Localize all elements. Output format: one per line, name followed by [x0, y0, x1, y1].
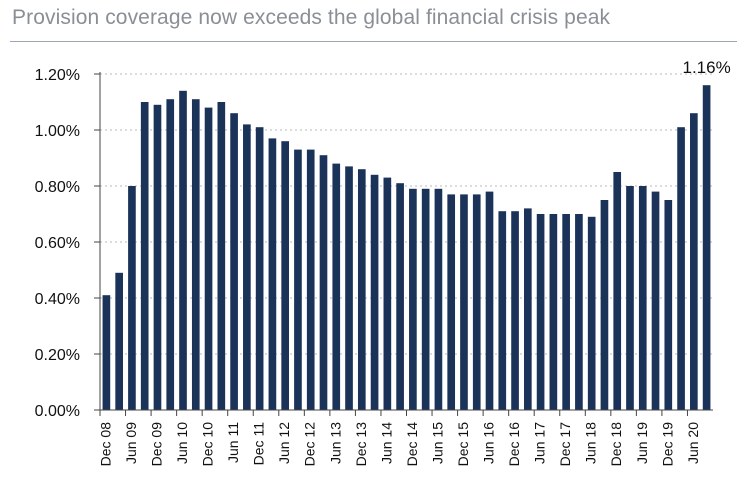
x-tick-label: Jun 15: [429, 422, 445, 464]
bar: [498, 211, 507, 410]
bar: [702, 85, 711, 410]
bar: [255, 127, 264, 410]
bar: [549, 214, 558, 410]
bar: [485, 191, 494, 410]
bar: [166, 99, 175, 410]
x-tick-label: Dec 12: [302, 422, 318, 467]
y-tick-label: 0.60%: [35, 235, 80, 252]
x-tick-label: Jun 17: [532, 422, 548, 464]
bar: [409, 188, 417, 410]
x-tick-label: Dec 10: [200, 422, 216, 467]
last-value-callout: 1.16%: [683, 58, 731, 77]
bar: [511, 211, 519, 410]
x-tick-label: Jun 14: [378, 422, 394, 464]
x-tick-label: Jun 10: [174, 422, 190, 464]
chart-title: Provision coverage now exceeds the globa…: [12, 6, 611, 29]
bar: [651, 191, 660, 410]
bar: [638, 186, 647, 410]
bar: [460, 194, 468, 410]
bar: [600, 200, 609, 410]
y-tick-label: 0.00%: [35, 403, 80, 420]
bar: [115, 272, 123, 410]
x-tick-label: Jun 19: [634, 422, 650, 464]
y-tick-label: 1.20%: [35, 67, 80, 84]
x-tick-label: Dec 19: [659, 422, 675, 467]
y-tick-label: 0.40%: [35, 291, 80, 308]
x-tick-label: Dec 17: [557, 422, 573, 467]
x-tick-label: Jun 13: [327, 422, 343, 464]
bar: [281, 141, 290, 410]
y-tick-labels: 0.00% 0.20% 0.40% 0.60% 0.80% 1.00% 1.20%: [35, 67, 100, 420]
x-tick-label: Jun 12: [276, 422, 292, 464]
bar: [230, 113, 238, 410]
x-tick-labels: Dec 08 Jun 09 Dec 09 Jun 10 Dec 10 Jun 11 Dec …: [97, 410, 701, 467]
x-tick-label: Dec 11: [251, 422, 267, 466]
bar: [357, 169, 366, 410]
x-tick-label: Jun 09: [123, 422, 139, 464]
bar: [332, 163, 341, 410]
x-tick-label: Jun 11: [225, 422, 241, 463]
x-tick-label: Dec 13: [353, 422, 369, 467]
bar: [268, 138, 277, 410]
bar: [306, 149, 315, 410]
bar: [179, 90, 187, 411]
bar: [243, 124, 251, 411]
x-tick-label: Dec 18: [608, 422, 624, 467]
bar: [217, 102, 226, 410]
bar: [690, 113, 698, 410]
bar: [140, 102, 149, 410]
bar: [319, 155, 328, 410]
bar: [102, 295, 111, 410]
x-tick-label: Jun 16: [481, 422, 497, 464]
y-tick-label: 0.80%: [35, 179, 80, 196]
bar: [562, 214, 570, 410]
bar: [434, 188, 443, 410]
x-tick-label: Dec 15: [455, 422, 471, 467]
bar: [294, 149, 302, 410]
bar: [345, 166, 353, 410]
bar: [575, 214, 583, 410]
bar: [664, 200, 673, 410]
bar: [421, 188, 430, 410]
bar: [472, 194, 481, 410]
bar: [383, 177, 392, 410]
bar: [204, 107, 213, 410]
bar: [626, 186, 634, 410]
bar: [128, 186, 136, 410]
bar: [370, 174, 379, 410]
bar: [396, 183, 404, 410]
title-divider: [10, 41, 737, 42]
x-tick-label: Dec 14: [404, 422, 420, 467]
bar: [536, 214, 545, 410]
gridlines: [100, 73, 713, 355]
x-tick-label: Dec 09: [148, 422, 164, 467]
bar: [587, 216, 596, 410]
y-tick-label: 0.20%: [35, 347, 80, 364]
bar: [523, 208, 532, 410]
bar: [677, 127, 685, 410]
bars: [102, 85, 711, 411]
x-tick-label: Dec 16: [506, 422, 522, 467]
x-tick-label: Jun 20: [685, 422, 701, 464]
bar: [613, 172, 622, 410]
bar: [447, 194, 456, 410]
bar: [191, 99, 200, 410]
x-tick-label: Jun 18: [583, 422, 599, 464]
x-tick-label: Dec 08: [97, 422, 113, 467]
bar: [153, 104, 162, 411]
y-tick-label: 1.00%: [35, 123, 80, 140]
